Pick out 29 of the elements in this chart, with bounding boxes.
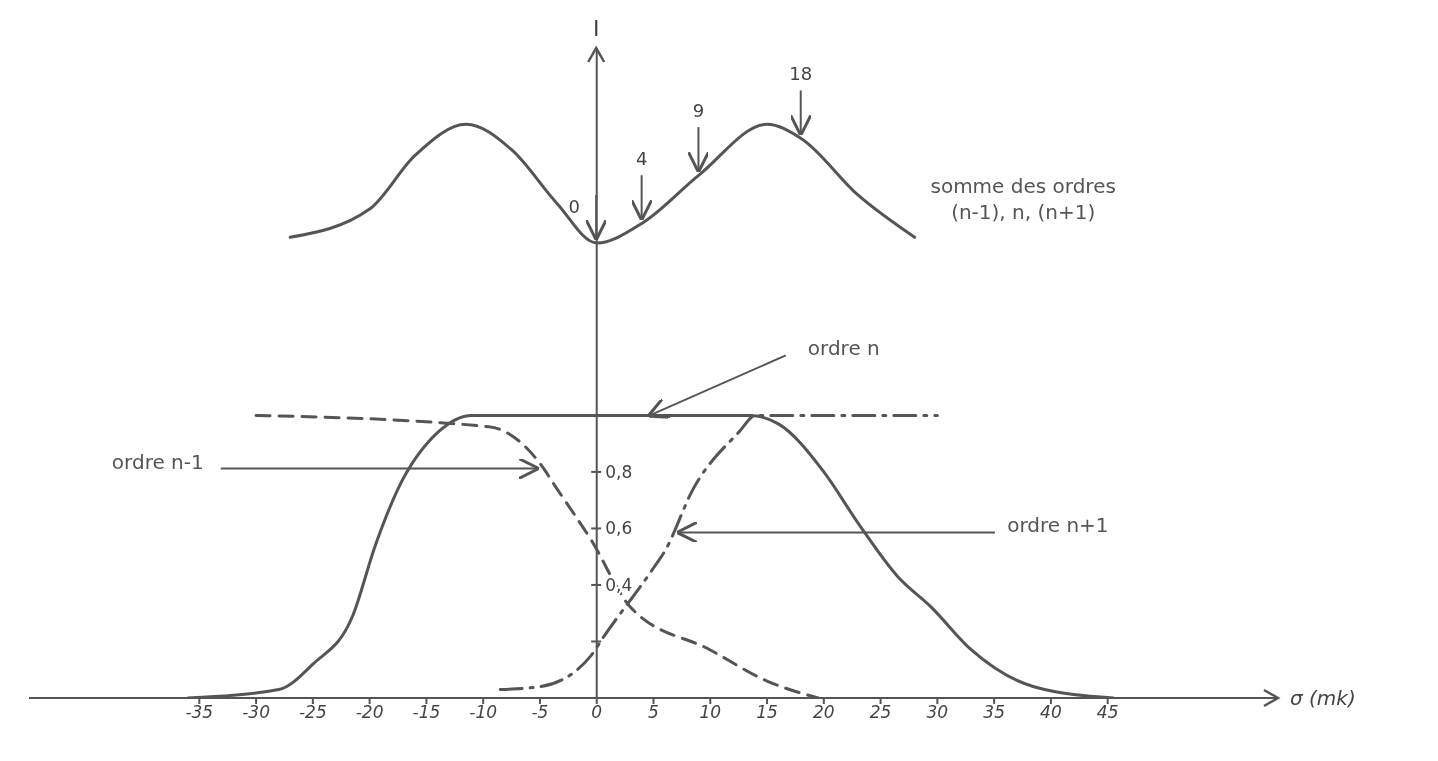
series-label: somme des ordres (n-1), n, (n+1) <box>930 174 1116 225</box>
x-tick-label: 45 <box>1096 702 1119 723</box>
x-tick-label: -20 <box>355 702 384 723</box>
x-tick-label: -15 <box>412 702 441 723</box>
x-tick-label: 5 <box>648 702 659 723</box>
x-tick-label: -5 <box>531 702 549 723</box>
annotation: 18 <box>789 63 813 85</box>
annotation: 4 <box>635 148 648 170</box>
x-tick-label: 10 <box>699 702 722 723</box>
annotation: 0 <box>568 196 580 217</box>
annotation: 9 <box>692 100 705 122</box>
x-tick-label: 0 <box>591 702 603 723</box>
x-tick-label: 35 <box>983 702 1005 723</box>
x-tick-label: -25 <box>298 702 327 723</box>
y-axis-title: I <box>592 16 600 41</box>
y-tick-label: 0,8 <box>605 461 633 482</box>
x-tick-label: -35 <box>185 702 214 723</box>
x-tick-label: 15 <box>756 702 778 723</box>
x-tick-label: -10 <box>469 702 498 723</box>
x-tick-label: 30 <box>926 702 949 723</box>
x-tick-label: 40 <box>1040 702 1062 723</box>
x-tick-label: -30 <box>242 702 270 723</box>
x-tick-label: 20 <box>813 702 835 723</box>
x-tick-label: 25 <box>869 702 892 723</box>
text: ordre n-1 <box>111 449 204 474</box>
text: ordre n <box>807 336 880 361</box>
y-tick-label: 0,6 <box>605 518 633 539</box>
text: ordre n+1 <box>1007 513 1109 538</box>
x-axis-title: σ (mk) <box>1290 686 1356 710</box>
